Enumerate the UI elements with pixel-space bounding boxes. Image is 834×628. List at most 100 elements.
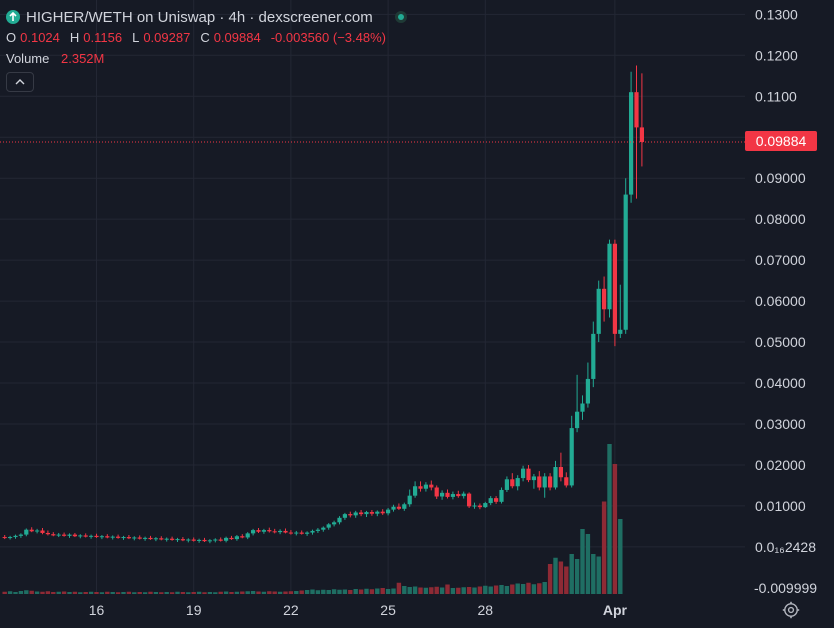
candle-body <box>558 467 563 478</box>
candle-body <box>67 534 72 536</box>
candle <box>283 528 288 534</box>
volume-bar <box>288 591 294 594</box>
candle <box>294 530 299 536</box>
candle-body <box>607 243 612 310</box>
candle-body <box>186 539 191 541</box>
volume-bar <box>78 592 83 594</box>
volume-bar <box>418 587 423 594</box>
volume-bar <box>353 589 358 594</box>
volume-bar <box>547 564 553 594</box>
candle <box>29 527 34 533</box>
candle <box>602 276 607 322</box>
volume-bar <box>256 591 261 594</box>
candle-body <box>472 505 477 507</box>
candle <box>337 516 342 525</box>
candle <box>180 537 185 542</box>
candle <box>375 510 380 517</box>
candle <box>450 491 455 500</box>
volume-label: Volume <box>6 51 50 66</box>
volume-bar <box>434 586 439 594</box>
candle <box>391 504 396 512</box>
candle <box>278 529 283 535</box>
volume-bar <box>380 588 385 594</box>
candle-body <box>170 538 175 540</box>
chart-header: HIGHER/WETH on Uniswap · 4h · dexscreene… <box>6 7 407 27</box>
volume-bar <box>142 592 148 594</box>
volume-bar <box>304 590 310 594</box>
candle-body <box>596 288 601 334</box>
volume-bar <box>13 592 18 594</box>
volume-bar <box>196 591 202 594</box>
candle-body <box>40 530 45 533</box>
candle <box>515 475 520 491</box>
candle <box>310 529 315 535</box>
candle <box>305 531 310 536</box>
candle-body <box>510 479 515 487</box>
candle <box>618 284 623 338</box>
candle <box>175 537 180 542</box>
low-value: 0.09287 <box>143 30 191 45</box>
candle <box>191 537 196 542</box>
candle <box>224 536 229 543</box>
candle-body <box>380 511 385 514</box>
candle <box>229 535 234 540</box>
candle <box>137 535 142 540</box>
volume-bar <box>337 589 342 594</box>
volume-bar <box>342 589 348 594</box>
candle <box>558 452 563 482</box>
candle <box>494 496 499 504</box>
volume-bar <box>531 584 537 594</box>
candle-body <box>612 243 617 334</box>
chart-title: HIGHER/WETH on Uniswap · 4h · dexscreene… <box>26 8 373 26</box>
candle <box>510 473 515 489</box>
y-tick-label: 0.0₁₆2428 <box>755 539 816 555</box>
volume-bar <box>229 592 234 594</box>
volume-bar <box>326 590 331 594</box>
collapse-legend-button[interactable] <box>6 72 34 92</box>
candle-body <box>348 514 353 516</box>
candle-body <box>288 532 293 534</box>
candle <box>267 527 272 533</box>
candle <box>72 532 77 538</box>
candle-body <box>72 534 77 537</box>
candle <box>24 528 29 537</box>
volume-bar <box>537 583 542 594</box>
candle-body <box>629 92 634 195</box>
close-value: 0.09884 <box>213 30 261 45</box>
gear-icon[interactable] <box>782 601 800 619</box>
candle-body <box>515 478 520 487</box>
candle <box>461 491 466 499</box>
y-axis: 0.1300 0.1200 0.1100 0.09000 0.08000 0.07000 0… <box>754 6 817 596</box>
candle <box>197 538 202 543</box>
candle <box>245 532 250 540</box>
candle-body <box>202 539 207 542</box>
candle <box>240 534 245 539</box>
candle <box>434 485 439 499</box>
y-tick-label: 0.01000 <box>755 498 806 514</box>
candle-body <box>467 493 472 507</box>
candle <box>315 528 320 533</box>
candle-body <box>369 512 374 514</box>
candle-body <box>153 538 158 540</box>
candle-body <box>213 539 218 541</box>
candle <box>353 510 358 518</box>
volume-bar <box>607 444 612 594</box>
candle <box>261 528 266 534</box>
volume-bar <box>445 584 450 594</box>
volume-bar <box>591 554 596 594</box>
volume-bar <box>29 590 34 594</box>
volume-bar <box>574 559 580 594</box>
candle-body <box>585 378 590 404</box>
candle <box>488 496 493 506</box>
volume-bar <box>99 592 105 594</box>
volume-bar <box>223 591 229 594</box>
candle-body <box>337 517 342 523</box>
candle-body <box>94 535 99 538</box>
candle <box>234 535 239 541</box>
volume-bars <box>2 444 623 594</box>
candle-body <box>305 532 310 534</box>
candle-body <box>521 468 526 479</box>
volume-bar <box>61 591 67 594</box>
candle-body <box>234 536 239 540</box>
